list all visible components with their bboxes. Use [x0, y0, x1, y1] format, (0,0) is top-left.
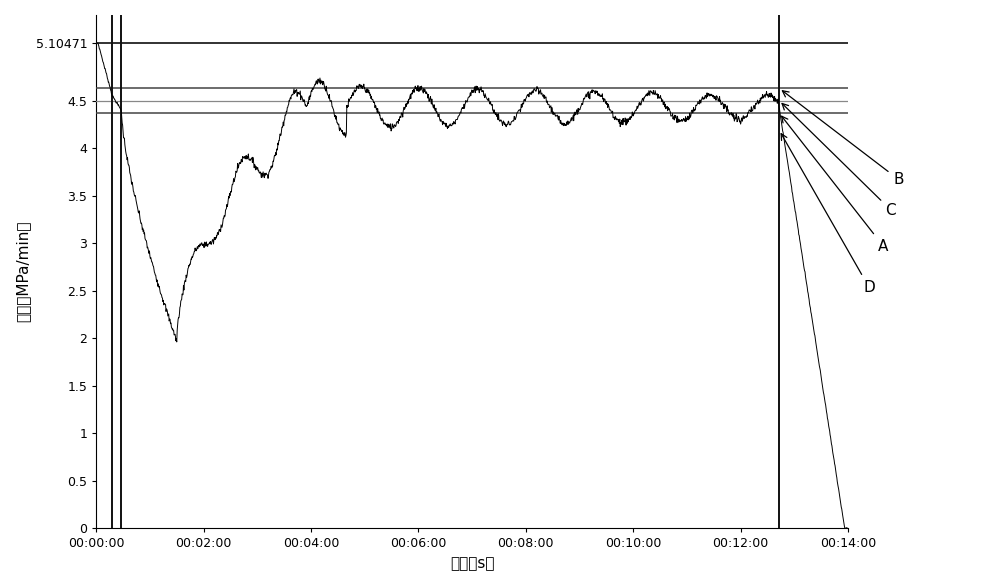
Text: C: C [782, 104, 896, 217]
Y-axis label: 速度（MPa/min）: 速度（MPa/min） [15, 221, 30, 322]
X-axis label: 时间（s）: 时间（s） [450, 556, 494, 571]
Text: D: D [781, 134, 875, 295]
Text: B: B [782, 91, 904, 187]
Text: A: A [782, 116, 888, 254]
